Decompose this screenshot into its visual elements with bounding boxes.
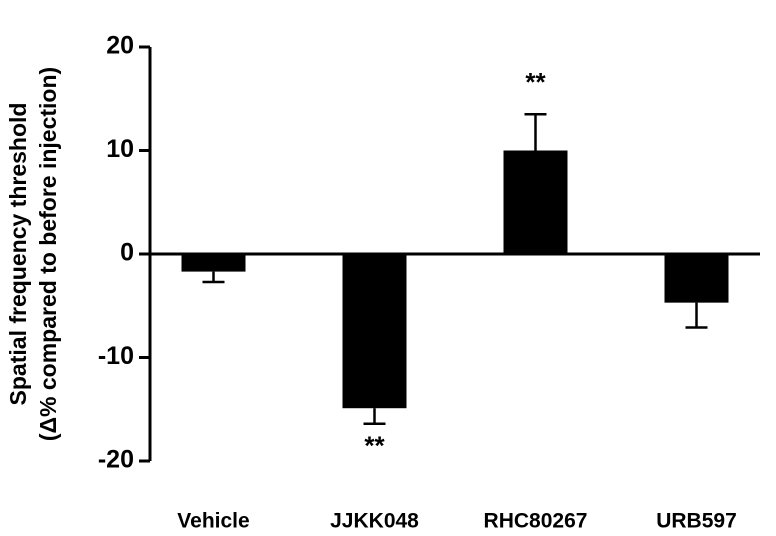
significance-label: ** bbox=[364, 431, 385, 461]
y-tick-label: -10 bbox=[98, 342, 134, 370]
y-tick-label: 10 bbox=[106, 135, 134, 163]
bar bbox=[503, 150, 568, 254]
x-tick-label: JJKK048 bbox=[330, 510, 419, 533]
bar bbox=[342, 254, 407, 409]
significance-label: ** bbox=[525, 67, 546, 97]
bar bbox=[664, 254, 729, 303]
error-bar bbox=[524, 113, 547, 151]
y-tick-label: -20 bbox=[98, 446, 134, 474]
y-axis-label-group: Spatial frequency threshold (Δ% compared… bbox=[5, 67, 61, 441]
x-tick-label: RHC80267 bbox=[484, 510, 588, 533]
y-axis-label: (Δ% compared to before injection) bbox=[35, 67, 61, 441]
y-tick-label: 0 bbox=[120, 239, 134, 267]
error-bar bbox=[685, 302, 708, 329]
error-bar bbox=[202, 271, 225, 284]
bar bbox=[181, 254, 246, 272]
x-tick-label: URB597 bbox=[656, 510, 737, 533]
y-tick-label: 20 bbox=[106, 32, 134, 60]
error-bar bbox=[363, 408, 386, 425]
y-axis-label: Spatial frequency threshold bbox=[5, 103, 31, 406]
x-tick-label: Vehicle bbox=[177, 510, 249, 533]
